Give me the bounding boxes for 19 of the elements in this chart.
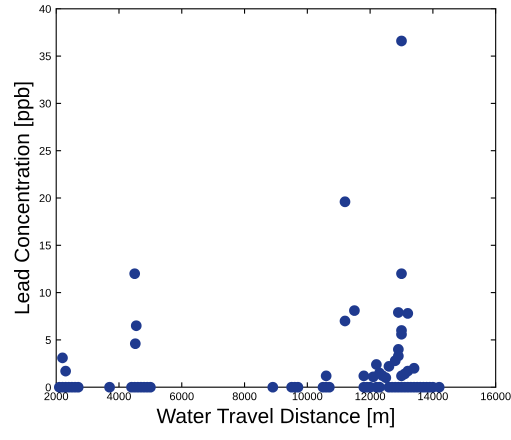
y-tick-label: 5	[46, 336, 51, 344]
x-tick-label: 14000	[418, 392, 448, 400]
x-tick-label: 4000	[106, 392, 131, 400]
x-tick-label: 12000	[356, 392, 386, 400]
y-tick-label: 25	[40, 146, 51, 155]
y-tick-label: 40	[39, 5, 51, 13]
x-tick-label: 2000	[44, 392, 68, 400]
y-tick-label: 0	[46, 383, 51, 392]
y-tick-label: 10	[40, 288, 51, 297]
x-tick-label: 10000	[292, 392, 322, 400]
y-tick-label: 20	[40, 194, 51, 202]
y-tick-label: 30	[39, 100, 51, 108]
y-tick-label: 35	[39, 52, 51, 60]
x-axis-title: Water Travel Distance [m]	[156, 408, 394, 428]
x-tick-label: 16000	[481, 392, 511, 400]
x-tick-label: 6000	[170, 392, 194, 400]
y-tick-label: 15	[40, 242, 51, 250]
y-axis-title: Lead Concentration [ppb]	[14, 82, 34, 314]
x-tick-label: 8000	[232, 392, 256, 400]
